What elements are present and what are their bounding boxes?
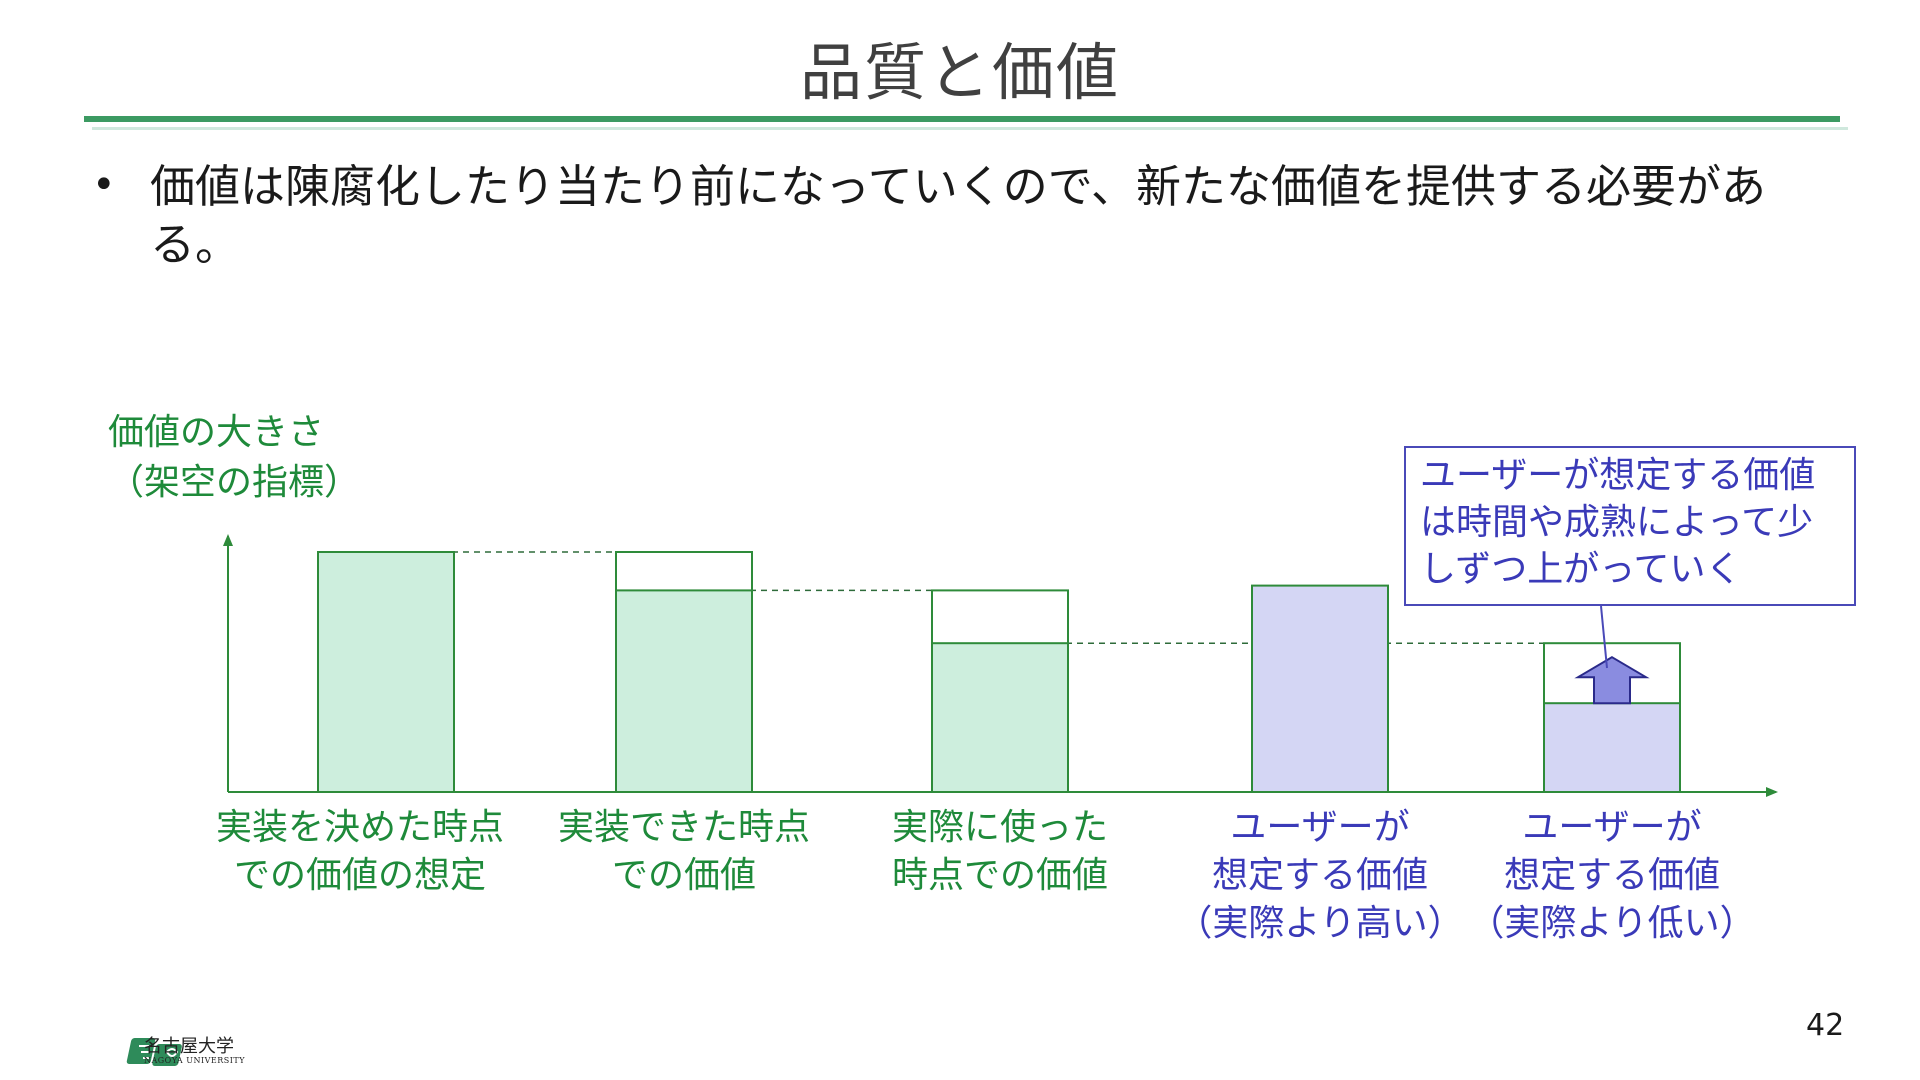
bar [317,551,455,793]
category-label: 実際に使った 時点での価値 [840,804,1160,900]
category-label-line: 実装できた時点 [557,807,810,848]
callout-box: ユーザーが想定する価値 は時間や成熟によって少 しずつ上がっていく [1404,446,1856,606]
category-label-line: 時点での価値 [891,855,1108,896]
page-number: 42 [1806,1008,1845,1043]
callout-line: は時間や成熟によって少 [1420,502,1814,543]
category-label-line: 実装を決めた時点 [215,807,504,848]
university-logo-icon [126,1038,182,1066]
bar [1251,584,1389,793]
category-label-line: （実際より高い） [1176,903,1464,944]
title-rule-shadow [92,127,1848,130]
y-axis-label: 価値の大きさ （架空の指標） [108,408,360,508]
callout-pointer [1600,605,1608,669]
callout-line: しずつ上がっていく [1420,549,1742,590]
category-label-line: 実際に使った [891,807,1108,848]
category-label-line: 想定する価値 [1211,855,1428,896]
university-subname: NAGOYA UNIVERSITY [144,1056,246,1065]
bar [615,589,753,794]
callout-line: ユーザーが想定する価値 [1420,455,1816,496]
category-label-line: 想定する価値 [1503,855,1720,896]
category-label-line: での価値 [611,855,756,896]
y-axis-label-line: （架空の指標） [108,462,361,503]
up-arrow-icon [1574,656,1650,705]
category-label-line: ユーザーが [1522,807,1702,848]
category-label-line: （実際より低い） [1468,903,1756,944]
bullet-text: 価値は陳腐化したり当たり前になっていくので、新たな価値を提供する必要がある。 [150,160,1766,271]
bar [931,642,1069,794]
university-name: 名古屋大学 [144,1036,234,1057]
slide-title: 品質と価値 [799,36,1120,109]
category-label: 実装できた時点 での価値 [524,804,844,900]
category-label-line: での価値の想定 [233,855,486,896]
category-label: ユーザーが想定する価値 （実際より低い） [1452,804,1772,948]
bullet-marker: • [92,162,116,208]
category-label-line: ユーザーが [1230,807,1410,848]
category-label: ユーザーが想定する価値 （実際より高い） [1160,804,1480,948]
title-rule [84,116,1840,122]
y-axis-label-line: 価値の大きさ [108,412,325,453]
bar [1543,702,1681,794]
category-label: 実装を決めた時点 での価値の想定 [200,804,520,900]
